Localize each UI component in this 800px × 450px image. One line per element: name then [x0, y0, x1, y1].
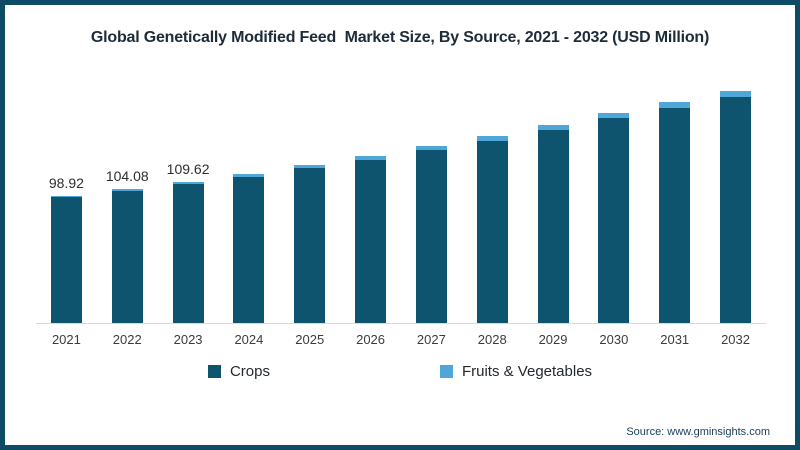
- bar-segment-fruits-vegetables: [659, 102, 691, 109]
- bar-2032: [720, 91, 752, 323]
- x-tick-2027: 2027: [416, 332, 446, 347]
- bar-group-2031: [644, 80, 705, 323]
- bar-group-2022: 104.08: [97, 80, 158, 323]
- bar-segment-crops: [111, 190, 143, 323]
- bar-segment-fruits-vegetables: [172, 182, 204, 184]
- x-tick-2021: 2021: [51, 332, 81, 347]
- legend-item-fruits-vegetables: Fruits & Vegetables: [439, 363, 593, 380]
- bar-segment-fruits-vegetables: [720, 91, 752, 97]
- bar-group-2026: [340, 80, 401, 323]
- bar-2021: [50, 195, 82, 323]
- bar-segment-crops: [415, 150, 447, 323]
- bar-group-2028: [462, 80, 523, 323]
- bar-segment-fruits-vegetables: [476, 135, 508, 141]
- bar-2028: [476, 135, 508, 323]
- bar-2027: [415, 145, 447, 323]
- bar-group-2027: [401, 80, 462, 323]
- bar-2025: [294, 164, 326, 323]
- bar-segment-crops: [720, 97, 752, 323]
- bar-segment-crops: [233, 176, 265, 323]
- bar-segment-crops: [50, 197, 82, 323]
- x-tick-2028: 2028: [477, 332, 507, 347]
- legend-swatch: [207, 365, 221, 378]
- legend-swatch: [439, 365, 453, 378]
- plot-area: 98.92 104.08 109.62: [36, 80, 766, 324]
- bar-2030: [598, 112, 630, 323]
- chart-title: Global Genetically Modified Feed Market …: [90, 29, 710, 46]
- bar-segment-fruits-vegetables: [111, 189, 143, 191]
- x-tick-2029: 2029: [538, 332, 568, 347]
- bar-segment-crops: [476, 140, 508, 323]
- x-tick-2031: 2031: [660, 332, 690, 347]
- legend: Crops Fruits & Vegetables: [5, 363, 795, 380]
- bar-group-2030: [583, 80, 644, 323]
- bar-segment-fruits-vegetables: [598, 112, 630, 118]
- x-tick-2032: 2032: [721, 332, 750, 347]
- bar-segment-crops: [355, 159, 387, 323]
- bar-segment-crops: [294, 168, 326, 323]
- bar-group-2032: [705, 80, 766, 323]
- bar-2024: [233, 174, 265, 323]
- bar-group-2025: [279, 80, 340, 323]
- bar-segment-fruits-vegetables: [415, 145, 447, 151]
- bar-value-label: 109.62: [166, 161, 210, 178]
- bar-segment-fruits-vegetables: [537, 124, 569, 130]
- bar-segment-fruits-vegetables: [355, 155, 387, 160]
- bar-2023: [172, 182, 204, 323]
- x-tick-2023: 2023: [173, 332, 203, 347]
- x-tick-2022: 2022: [112, 332, 142, 347]
- bar-segment-crops: [537, 129, 569, 323]
- bar-segment-fruits-vegetables: [50, 195, 82, 198]
- bar-group-2029: [523, 80, 584, 323]
- bar-segment-crops: [598, 117, 630, 323]
- x-tick-2026: 2026: [356, 332, 386, 347]
- bar-2022: [111, 189, 143, 323]
- bar-segment-fruits-vegetables: [294, 164, 326, 169]
- bar-group-2021: 98.92: [36, 80, 97, 323]
- x-tick-2030: 2030: [599, 332, 629, 347]
- bar-2029: [537, 124, 569, 323]
- bar-segment-fruits-vegetables: [233, 174, 265, 177]
- x-axis-labels: 2021 2022 2023 2024 2025 2026 2027 2028 2029 2030…: [36, 332, 766, 347]
- bar-2026: [355, 155, 387, 323]
- bar-segment-crops: [172, 183, 204, 323]
- x-tick-2024: 2024: [234, 332, 264, 347]
- bar-segment-crops: [659, 108, 691, 323]
- legend-label: Crops: [229, 363, 270, 380]
- bar-group-2023: 109.62: [158, 80, 219, 323]
- legend-item-crops: Crops: [207, 363, 270, 380]
- bar-group-2024: [218, 80, 279, 323]
- x-tick-2025: 2025: [295, 332, 325, 347]
- source-attribution: Source: www.gminsights.com: [626, 426, 770, 438]
- bar-value-label: 104.08: [105, 168, 149, 185]
- bar-value-label: 98.92: [48, 174, 84, 191]
- bar-2031: [659, 102, 691, 323]
- legend-label: Fruits & Vegetables: [461, 363, 593, 380]
